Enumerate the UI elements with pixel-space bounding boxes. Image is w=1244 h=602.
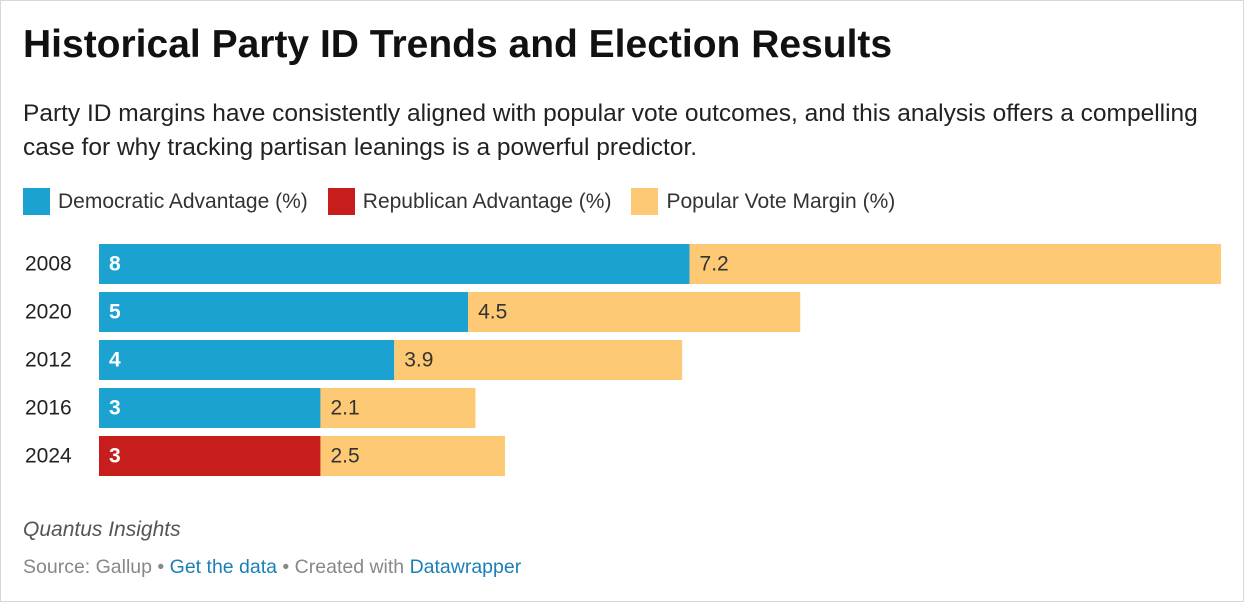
legend-label: Democratic Advantage (%) [58,189,308,213]
legend-swatch [327,188,355,215]
value-label: 3 [109,397,121,420]
value-label: 7.2 [700,253,729,276]
bar-segment [689,244,1221,284]
chart: 2008 8 7.2 2020 5 4.5 2012 4 3.9 2016 3 2.1 2024 3 2.5 [25,244,1221,476]
legend-label: Republican Advantage (%) [362,189,612,213]
credit-link[interactable]: Datawrapper [409,556,522,578]
y-tick-label: 2020 [25,301,72,324]
legend-item: Popular Vote Margin (%) [631,188,895,215]
separator: • [157,556,165,578]
legend: Democratic Advantage (%) Republican Advan… [23,188,895,215]
y-tick-label: 2016 [25,397,72,420]
separator: • [282,556,290,578]
legend-item: Republican Advantage (%) [327,188,612,215]
bar-segment [99,292,469,332]
legend-label: Popular Vote Margin (%) [666,189,896,213]
footer: Source: Gallup • Get the data • Created … [23,556,521,579]
legend-swatch [23,188,50,215]
bar-segment [99,388,321,428]
value-label: 3.9 [404,349,433,372]
bar-segment [99,244,690,284]
legend-swatch [631,188,659,215]
credit: Created with [294,556,405,578]
chart-title: Historical Party ID Trends and Election … [23,23,893,66]
bar-segment [320,388,476,428]
value-label: 2.1 [330,397,359,420]
byline: Quantus Insights [23,518,181,541]
value-label: 4 [109,349,121,372]
data-link[interactable]: Get the data [169,556,277,578]
bar-segment [99,436,321,476]
chart-subtitle: Party ID margins have consistently align… [23,100,1198,161]
value-label: 4.5 [478,301,507,324]
bar-segment [320,436,505,476]
legend-item: Democratic Advantage (%) [23,188,308,215]
value-label: 5 [109,301,121,324]
y-tick-label: 2024 [25,445,72,468]
value-label: 8 [109,253,121,276]
source: Source: Gallup [23,556,152,578]
y-tick-label: 2012 [25,349,72,372]
bar-segment [99,340,395,380]
bar-segment [468,292,801,332]
bar-segment [394,340,683,380]
value-label: 2.5 [330,445,359,468]
y-tick-label: 2008 [25,253,72,276]
value-label: 3 [109,445,121,468]
